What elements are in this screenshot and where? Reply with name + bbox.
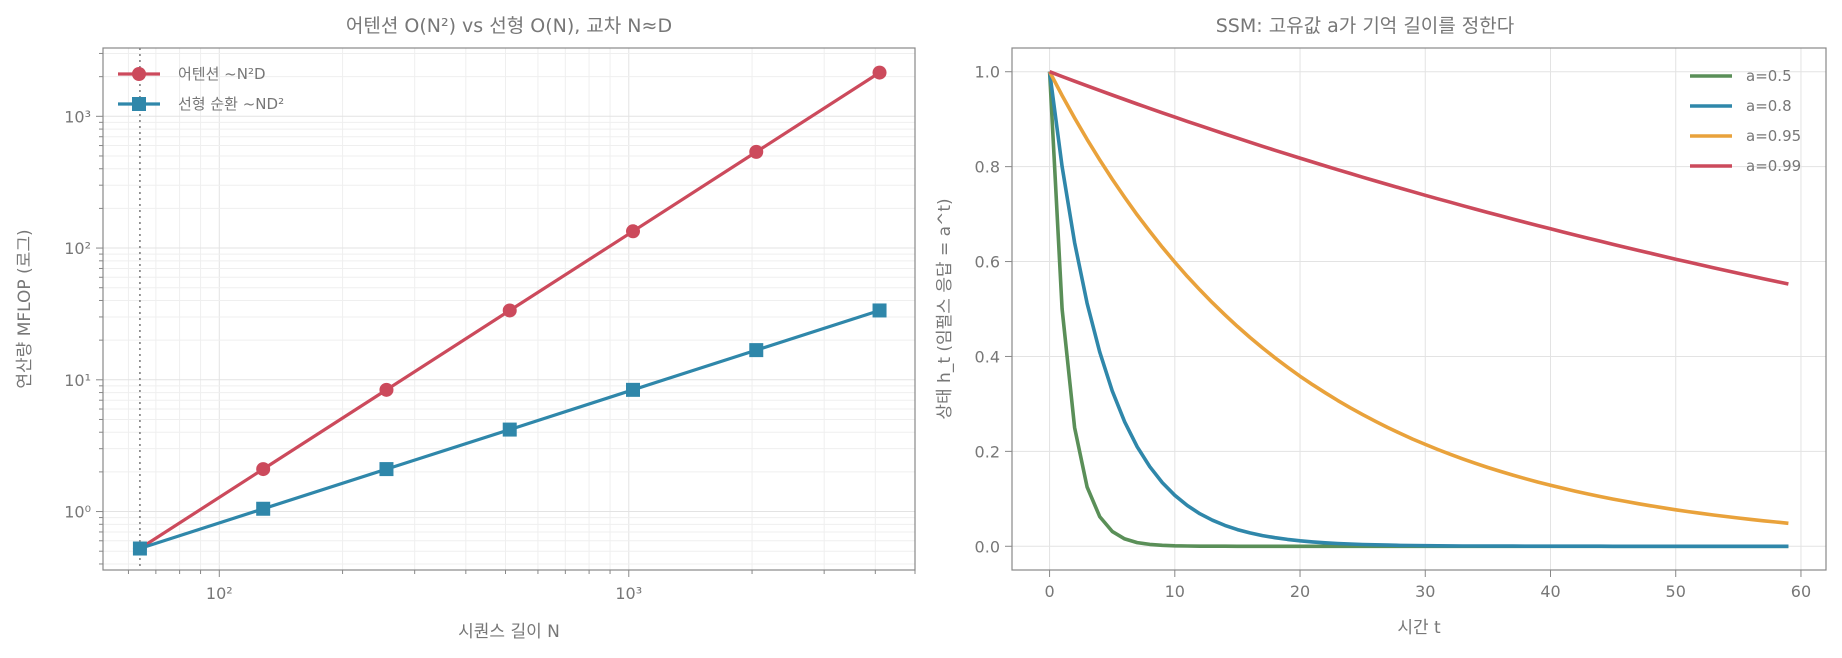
y-tick-label: 10³	[64, 107, 91, 126]
legend-label-2: 선형 순환 ~ND²	[178, 95, 284, 113]
series-2-point	[379, 462, 394, 477]
series-1-point	[379, 382, 394, 397]
chart-left-marks	[132, 48, 887, 570]
chart-right-ticks: 0 10 20 30 40 50 60 0.0 0.2 0.4 0.6 0.8 1.0	[975, 63, 1812, 601]
series-line-a=0.8	[1047, 71, 1789, 549]
x-tick-label: 10³	[615, 584, 642, 603]
series-2-point	[502, 422, 517, 437]
legend-label-3: a=0.95	[1746, 127, 1801, 145]
y-tick-label: 0.6	[975, 253, 1000, 272]
series-1-point	[749, 144, 764, 159]
series-2-point	[256, 501, 271, 516]
chart-left: 어텐션 O(N²) vs 선형 O(N), 교차 N≈D 10² 10³10⁰10…	[15, 15, 916, 642]
y-tick-label: 0.2	[975, 442, 1000, 461]
x-tick-label: 10	[1165, 582, 1185, 601]
y-tick-label: 10¹	[64, 371, 91, 390]
series-1-point	[502, 303, 517, 318]
chart-left-ticks: 10² 10³ 10⁰ 10¹ 10² 10³	[64, 52, 916, 603]
x-tick-label: 60	[1791, 582, 1811, 601]
chart-right-marks	[1047, 70, 1789, 549]
chart-right-legend: a=0.5 a=0.8 a=0.95 a=0.99	[1690, 67, 1801, 175]
chart-left-xlabel: 시퀀스 길이 N	[458, 622, 560, 642]
series-line-a=0.95	[1048, 70, 1789, 526]
chart-left-grid	[103, 48, 916, 570]
series-1-point	[872, 65, 887, 80]
x-tick-label: 10²	[206, 584, 233, 603]
chart-right-ylabel: 상태 h_t (임펄스 응답 = a^t)	[935, 198, 955, 419]
legend-marker-2	[132, 97, 146, 111]
y-tick-label: 10⁰	[64, 503, 91, 522]
legend-label-4: a=0.99	[1746, 157, 1801, 175]
chart-left-frame	[102, 47, 916, 571]
y-tick-label: 10²	[64, 239, 91, 258]
series-line-a=0.5	[1047, 71, 1789, 549]
series-2-point	[749, 343, 764, 358]
series-2-point	[872, 303, 887, 318]
series-2-point	[132, 541, 147, 556]
chart-left-ylabel: 연산량 MFLOP (로그)	[15, 229, 35, 388]
series-line-a=0.99	[1048, 70, 1789, 286]
chart-right: SSM: 고유값 a가 기억 길이를 정한다 0 10 20 30 40 50 600.00…	[935, 15, 1827, 638]
chart-right-title: SSM: 고유값 a가 기억 길이를 정한다	[1216, 15, 1515, 37]
y-tick-label: 1.0	[975, 63, 1000, 82]
legend-label-1: 어텐션 ~N²D	[178, 65, 266, 83]
chart-left-legend: 어텐션 ~N²D 선형 순환 ~ND²	[118, 65, 284, 113]
y-tick-label: 0.8	[975, 158, 1000, 177]
x-tick-label: 40	[1540, 582, 1560, 601]
series-1-point	[256, 462, 271, 477]
chart-right-grid	[1012, 48, 1826, 570]
legend-label-1: a=0.5	[1746, 67, 1792, 85]
chart-left-title: 어텐션 O(N²) vs 선형 O(N), 교차 N≈D	[346, 15, 672, 37]
chart-right-frame	[1011, 47, 1827, 571]
series-2-point	[625, 382, 640, 397]
legend-label-2: a=0.8	[1746, 97, 1792, 115]
y-tick-label: 0.0	[975, 537, 1000, 556]
x-tick-label: 30	[1415, 582, 1435, 601]
chart-right-xlabel: 시간 t	[1397, 618, 1441, 638]
legend-marker-1	[132, 67, 146, 81]
x-tick-label: 50	[1666, 582, 1686, 601]
series-1-point	[625, 224, 640, 239]
x-tick-label: 0	[1044, 582, 1054, 601]
y-tick-label: 0.4	[975, 347, 1000, 366]
x-tick-label: 20	[1290, 582, 1310, 601]
